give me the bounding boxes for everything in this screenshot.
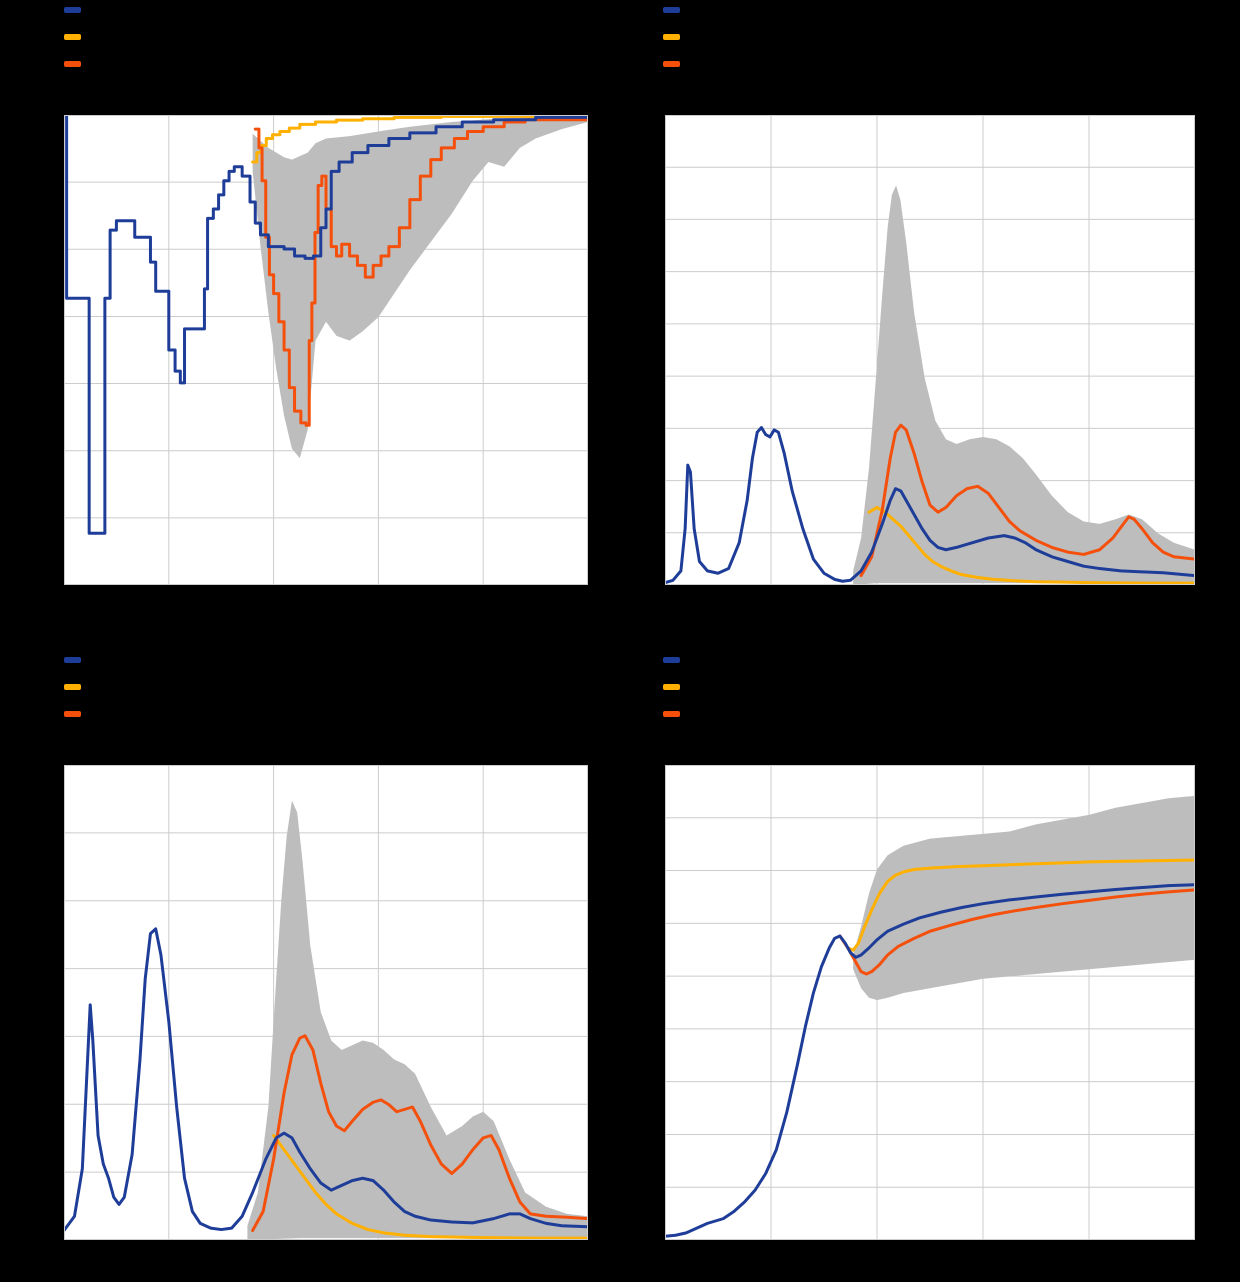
legend-swatch-orange-icon [64, 711, 81, 717]
legend-swatch-amber-icon [64, 34, 81, 40]
legend-swatch-amber-icon [663, 684, 680, 690]
legend-swatch-orange-icon [663, 61, 680, 67]
legend-swatch-blue-icon [64, 7, 81, 13]
legend-swatch-blue-icon [663, 7, 680, 13]
chart-bottom-right [665, 765, 1195, 1240]
legend-swatch-blue-icon [64, 657, 81, 663]
legend-bottom-right [663, 657, 680, 717]
chart-top-left [64, 115, 588, 585]
legend-top-left [64, 7, 81, 67]
legend-swatch-blue-icon [663, 657, 680, 663]
legend-bottom-left [64, 657, 81, 717]
legend-swatch-orange-icon [663, 711, 680, 717]
legend-swatch-amber-icon [663, 34, 680, 40]
chart-bottom-left [64, 765, 588, 1240]
legend-swatch-orange-icon [64, 61, 81, 67]
legend-swatch-amber-icon [64, 684, 81, 690]
chart-top-right [665, 115, 1195, 585]
legend-top-right [663, 7, 680, 67]
